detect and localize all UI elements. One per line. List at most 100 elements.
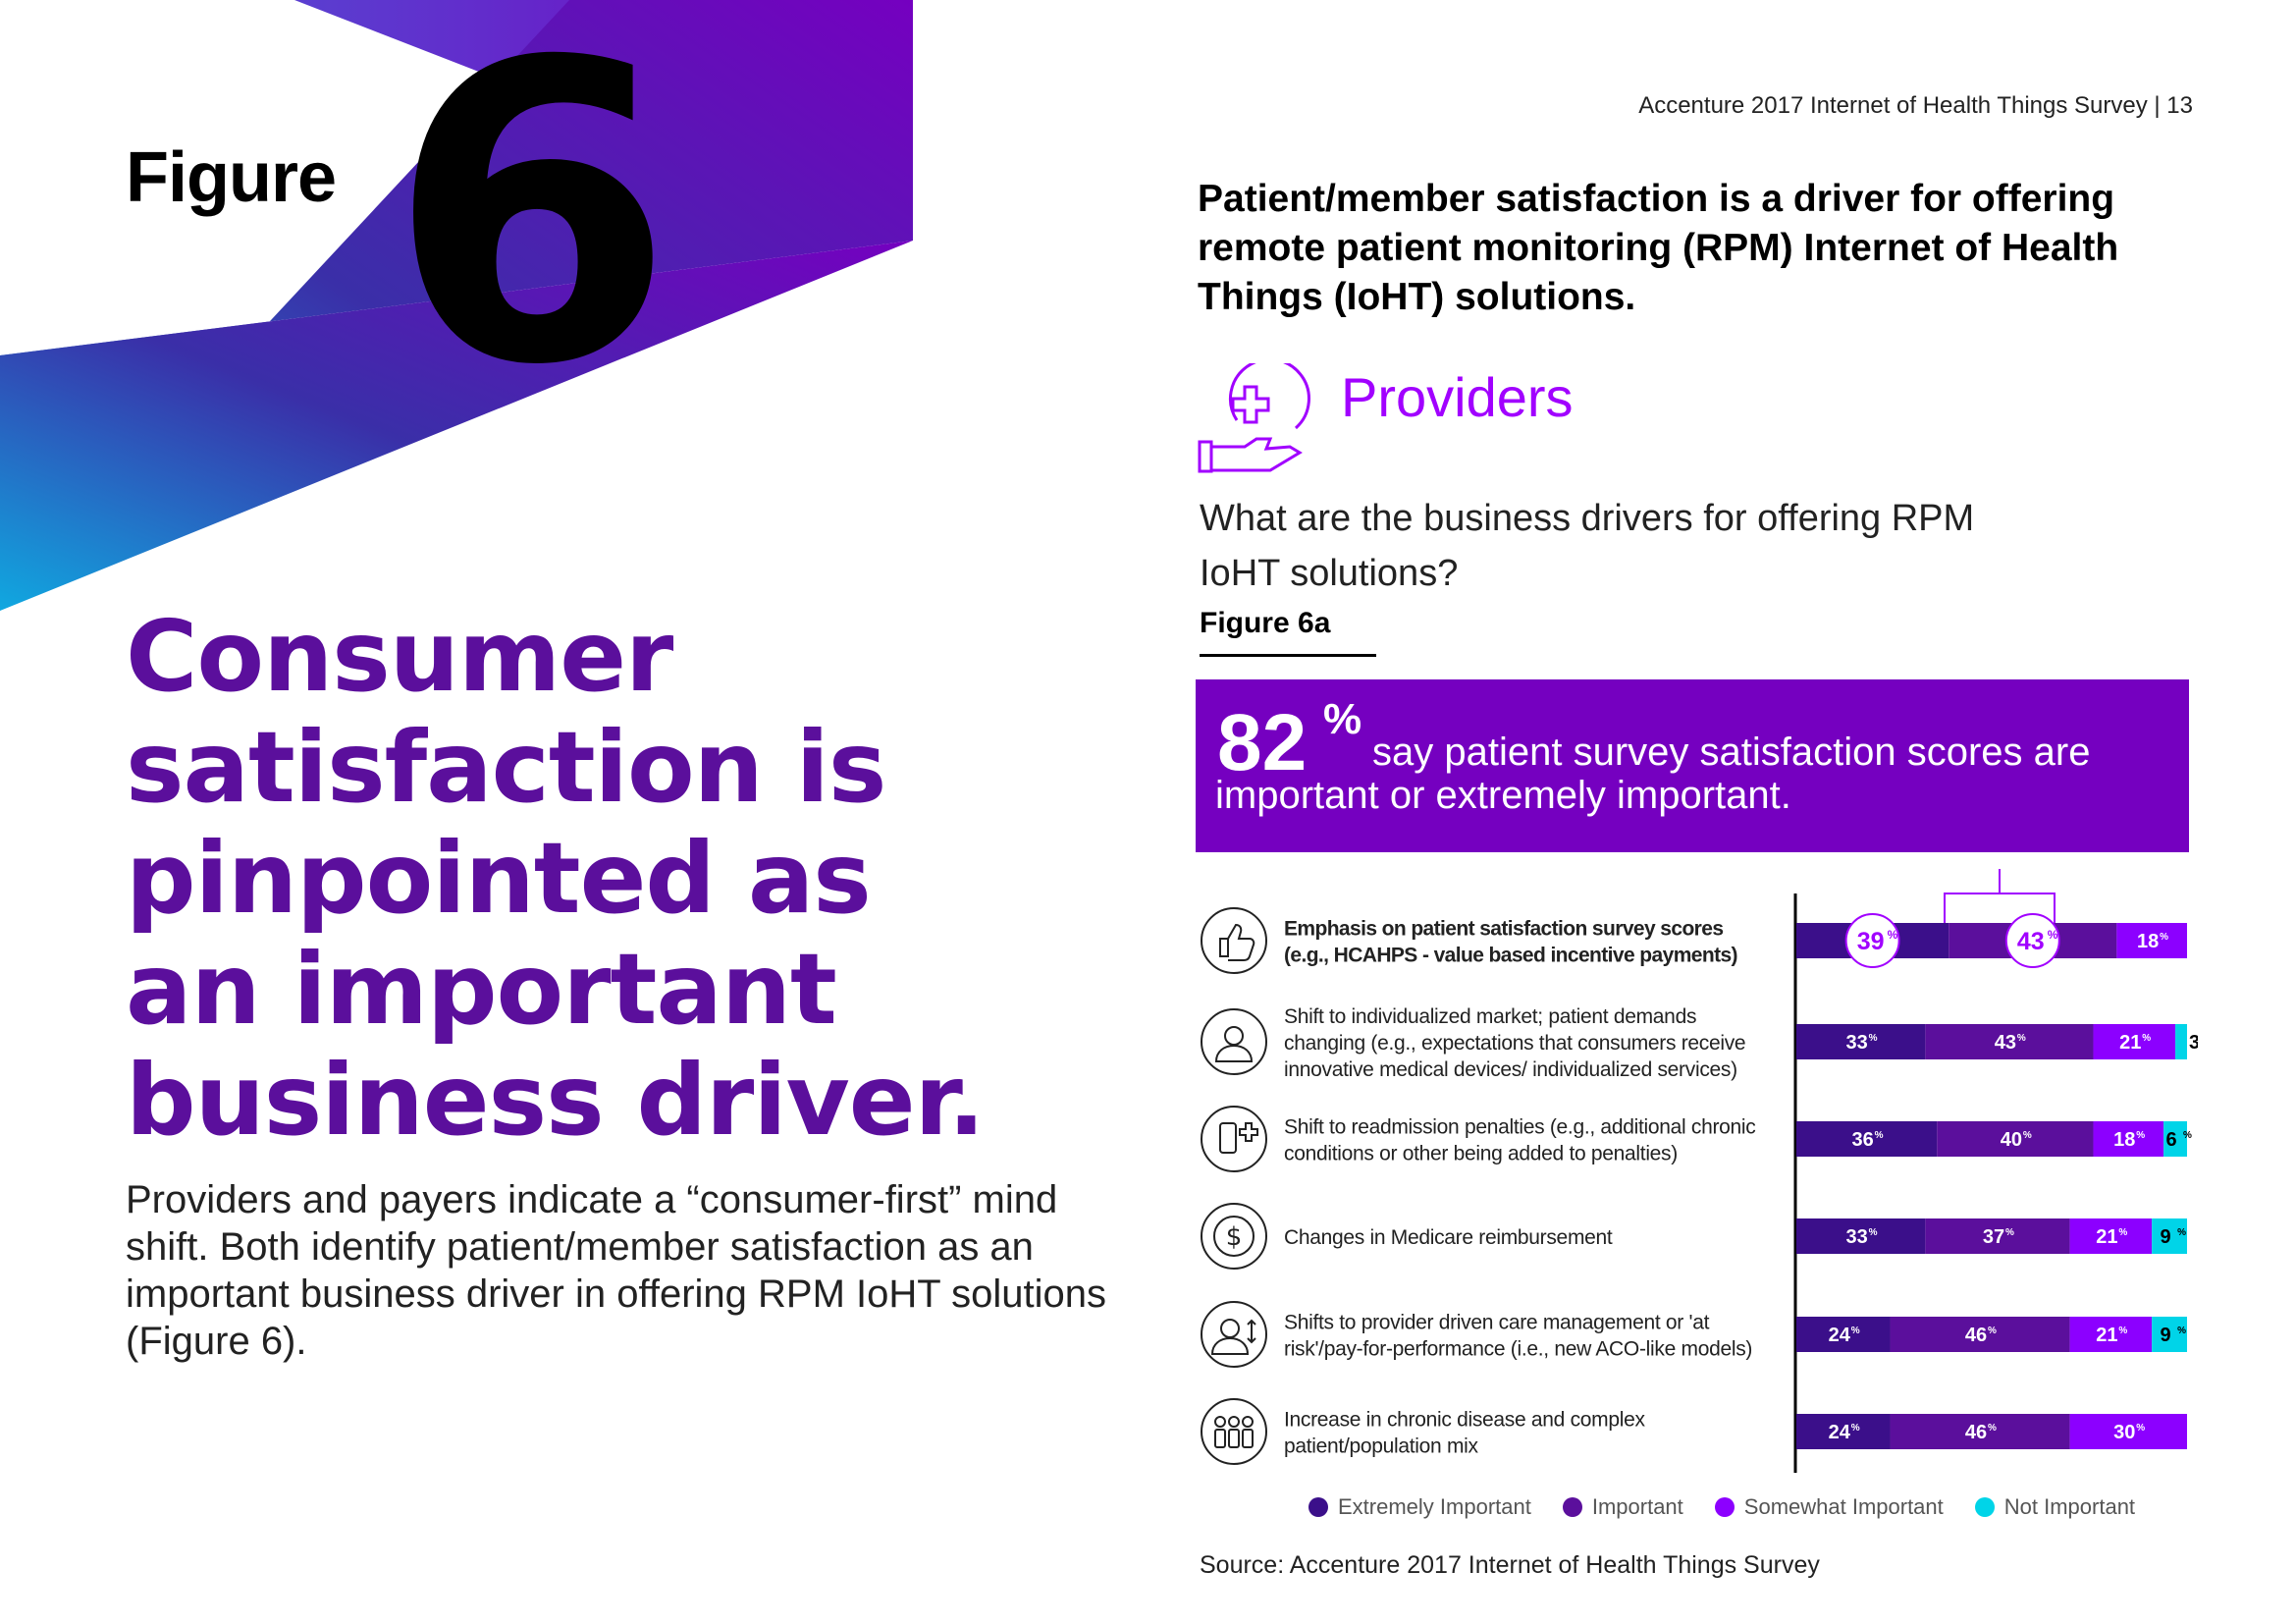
category-label: Changes in Medicare reimbursement [1284,1226,1613,1249]
legend-label: Extremely Important [1338,1494,1531,1519]
figure-number: 6 [388,0,674,456]
patient-bed-glyph [1219,1122,1237,1154]
group-body-glyph [1242,1429,1254,1448]
data-label: 46 [1965,1325,1987,1346]
bar-segment [1925,1024,2094,1059]
group-icon [1201,1398,1267,1465]
data-label-suffix: % [1869,1033,1878,1044]
data-label: 39 [1857,928,1885,955]
data-label-suffix: % [2177,1326,2186,1336]
figure-word: Figure [126,138,337,217]
category-label: Emphasis on patient satisfaction survey … [1284,918,1723,941]
data-label-suffix: % [1988,1423,1997,1434]
data-label-suffix: % [1869,1227,1878,1238]
person-body-glyph [1214,1044,1254,1062]
dollar-glyph: $ [1226,1222,1243,1252]
data-label-suffix: % [2017,1033,2026,1044]
category-label: innovative medical devices/ individualiz… [1284,1058,1737,1081]
bar-segment [2175,1024,2187,1059]
callout-text: say patient survey satisfaction scores a… [1215,731,2091,817]
callout-number: 82 [1217,698,1308,787]
bar-segment [1796,1317,1891,1352]
data-label-suffix: % [2005,1227,2014,1238]
data-label: 43 [1995,1032,2016,1054]
data-label-suffix: % [1875,1130,1884,1141]
data-label-suffix: % [2118,1227,2127,1238]
category-label: changing (e.g., expectations that consum… [1284,1032,1745,1055]
data-label-suffix: % [2136,1423,2145,1434]
legend-item: Important [1562,1494,1683,1520]
legend-item: Extremely Important [1308,1494,1531,1520]
data-label: 18 [2113,1129,2135,1151]
bar-segment [1890,1414,2070,1449]
legend-label: Important [1591,1494,1683,1519]
providers-label: Providers [1341,366,1574,428]
bar-segment [1796,1121,1938,1157]
category-label: patient/population mix [1284,1435,1478,1458]
bar-segment [2163,1121,2187,1157]
category-label: Shift to individualized market; patient … [1284,1005,1696,1028]
hospital-patient-icon [1201,1106,1267,1172]
figure-label: Figure 6a [1200,607,1331,639]
bar-segment [2152,1218,2187,1254]
group-body-glyph [1228,1429,1240,1448]
data-label: 6 [2165,1129,2176,1151]
data-label: 37 [1983,1226,2004,1248]
category-label: (e.g., HCAHPS - value based incentive pa… [1284,945,1737,967]
data-label: 24 [1829,1325,1851,1346]
body-text: Providers and payers indicate a “consume… [126,1178,1106,1363]
data-label: 9 [2161,1325,2171,1346]
highlight-circle [1844,913,1900,968]
category-label: Shifts to provider driven care managemen… [1284,1312,1710,1334]
data-label-suffix: % [2177,1227,2186,1238]
data-label-suffix: % [2183,1130,2192,1141]
doctor-head-glyph [1220,1319,1240,1338]
decorative-banner [0,0,913,611]
question-text: What are the business drivers for offeri… [1200,498,1975,594]
data-label-suffix: % [2136,1130,2145,1141]
bar-segment [2093,1024,2176,1059]
data-label: 33 [1846,1032,1868,1054]
cycle-glyph [1213,1216,1255,1257]
bar-segment [1890,1317,2070,1352]
callout-bracket [1944,869,2056,925]
legend-item: Not Important [1974,1494,2136,1520]
section-title: Patient/member satisfaction is a driver … [1198,178,2119,318]
data-label-suffix: % [2118,1326,2127,1336]
data-label-suffix: % [1988,1326,1997,1336]
legend-swatch-important [1562,1497,1582,1517]
data-label-suffix: % [2142,1033,2151,1044]
data-label: 3 [2189,1032,2198,1054]
data-label: 40 [2001,1129,2022,1151]
bar-segment [1796,1024,1926,1059]
data-label-suffix: % [2048,928,2058,942]
data-label-suffix: % [2160,932,2168,943]
person-icon [1201,1008,1267,1075]
data-label-suffix: % [2023,1130,2032,1141]
bar-segment [2069,1218,2153,1254]
legend-swatch-extremely [1308,1497,1328,1517]
data-label: 33 [1846,1226,1868,1248]
page-header: Accenture 2017 Internet of Health Things… [1638,92,2193,119]
figure-label-underline [1200,654,1376,657]
thumbs-up-icon [1201,907,1267,974]
highlight-circle [2004,913,2060,968]
legend-label: Not Important [2003,1494,2136,1519]
bar-segment [2152,1317,2187,1352]
callout-percent-sign: % [1323,695,1362,743]
legend-label: Somewhat Important [1743,1494,1944,1519]
category-label: Shift to readmission penalties (e.g., ad… [1284,1116,1755,1139]
headline: Consumer satisfaction is pinpointed as a… [126,599,986,1158]
data-label: 21 [2096,1325,2117,1346]
bar-segment [1796,1218,1926,1254]
category-label: Increase in chronic disease and complex [1284,1409,1645,1432]
legend-swatch-not [1974,1497,1995,1517]
data-label: 18 [2137,931,2159,952]
legend-swatch-somewhat [1714,1497,1735,1517]
group-head-glyph [1214,1416,1226,1428]
bar-segment [1925,1218,2070,1254]
data-label: 36 [1852,1129,1874,1151]
data-label: 9 [2161,1226,2171,1248]
medical-cross-glyph [1239,1122,1258,1142]
bar-segment [2093,1121,2164,1157]
